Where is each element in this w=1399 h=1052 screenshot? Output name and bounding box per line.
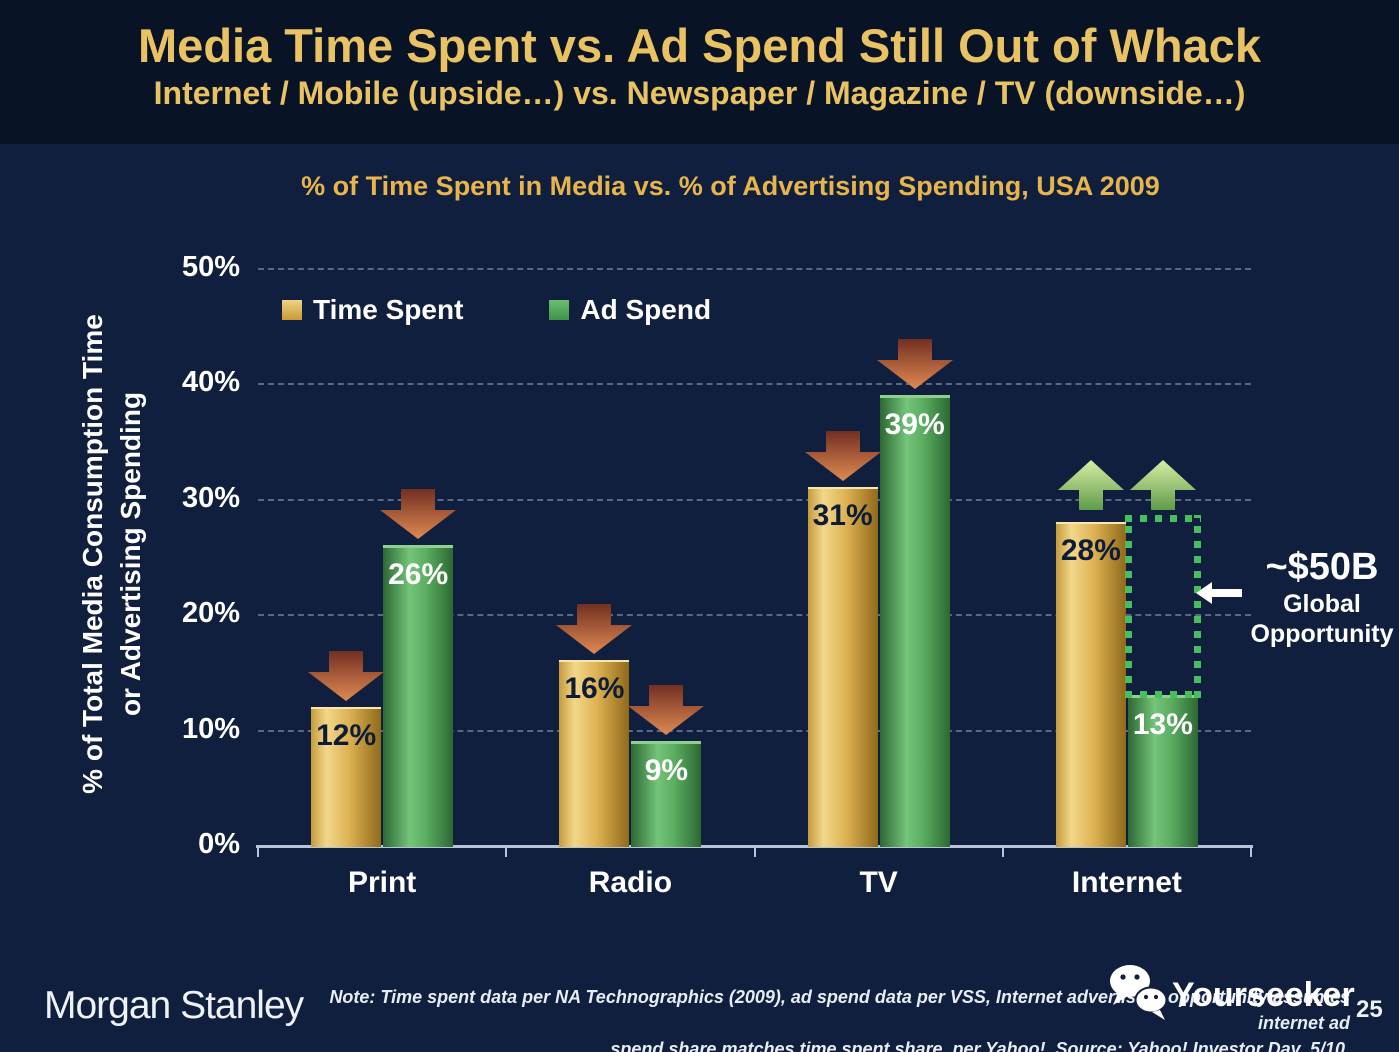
bar-value-label: 31% (812, 499, 873, 533)
bar-value-label: 28% (1060, 533, 1121, 567)
x-axis-tick (257, 845, 259, 857)
legend-item-time-spent: Time Spent (282, 294, 463, 326)
bar-tv-time-spent: 31% (807, 487, 878, 847)
bar-value-label: 12% (316, 718, 377, 752)
bar-value-label: 16% (564, 672, 625, 706)
bar-internet-time-spent: 28% (1055, 521, 1126, 847)
legend-swatch-time-spent-icon (282, 300, 302, 320)
callout-value: ~$50B (1265, 546, 1379, 588)
legend-item-ad-spend: Ad Spend (549, 294, 711, 326)
opportunity-callout: ~$50B Global Opportunity (1196, 546, 1396, 649)
gridline-20 (258, 614, 1251, 617)
source-note-line1: Note: Time spent data per NA Technograph… (329, 987, 1350, 1033)
x-axis-tick (505, 845, 508, 857)
gridline-50 (258, 268, 1251, 270)
bar-value-label: 39% (884, 407, 945, 441)
callout-text: ~$50B Global Opportunity (1248, 546, 1396, 649)
down-arrow-icon (308, 650, 385, 701)
y-tick-label-40: 40% (181, 366, 240, 399)
chart-title: % of Time Spent in Media vs. % of Advert… (301, 171, 1160, 201)
legend-label-time-spent: Time Spent (313, 294, 464, 325)
y-tick-label-0: 0% (198, 828, 240, 860)
y-tick-label-50: 50% (181, 251, 240, 283)
x-axis-tick (753, 845, 756, 857)
left-arrow-icon (1196, 580, 1242, 611)
down-arrow-icon (876, 338, 953, 389)
page-number: 25 (1356, 996, 1383, 1023)
bar-internet-ad-spend: 13% (1127, 694, 1198, 847)
down-arrow-icon (804, 431, 881, 482)
bar-value-label: 26% (388, 557, 449, 591)
opportunity-box (1124, 514, 1201, 698)
bar-tv-ad-spend: 39% (879, 394, 950, 847)
y-tick-label-30: 30% (181, 481, 240, 514)
legend-label-ad-spend: Ad Spend (580, 294, 712, 325)
wechat-icon (1106, 964, 1172, 1027)
up-arrow-icon (1057, 459, 1124, 510)
bar-value-label: 9% (644, 754, 689, 788)
source-note-line2: spend share matches time spent share, pe… (610, 1039, 1350, 1052)
bar-radio-time-spent: 16% (559, 660, 630, 847)
y-axis-title-line2: or Advertising Spending (115, 391, 146, 717)
bar-value-label: 13% (1132, 707, 1193, 741)
up-arrow-icon (1129, 459, 1196, 510)
down-arrow-icon (380, 488, 457, 539)
chart-legend: Time Spent Ad Spend (282, 294, 711, 326)
category-label-print: Print (347, 866, 417, 899)
callout-line1: Global (1283, 590, 1361, 618)
bar-print-ad-spend: 26% (383, 544, 454, 847)
category-label-radio: Radio (588, 866, 673, 899)
page-title: Media Time Spent vs. Ad Spend Still Out … (138, 19, 1261, 72)
category-label-internet: Internet (1071, 866, 1182, 899)
x-axis-tick (1001, 845, 1004, 857)
y-tick-label-20: 20% (181, 597, 240, 630)
category-label-tv: TV (859, 866, 898, 899)
callout-line2: Opportunity (1250, 620, 1394, 648)
watermark-brand: Yourseeker (1172, 976, 1355, 1014)
y-tick-label-10: 10% (181, 712, 240, 745)
bar-print-time-spent: 12% (311, 706, 382, 847)
source-note: Note: Time spent data per NA Technograph… (310, 984, 1350, 1052)
legend-swatch-ad-spend-icon (549, 300, 570, 320)
bar-radio-ad-spend: 9% (631, 741, 702, 847)
morgan-stanley-logo: Morgan Stanley (44, 984, 304, 1027)
page-subtitle: Internet / Mobile (upside…) vs. Newspape… (153, 75, 1246, 111)
gridline-40 (258, 383, 1251, 386)
down-arrow-icon (556, 604, 633, 655)
gridline-10 (258, 729, 1251, 732)
slide-header: Media Time Spent vs. Ad Spend Still Out … (0, 0, 1399, 144)
watermark: Yourseeker (1106, 964, 1355, 1027)
x-axis-tick (1250, 845, 1252, 857)
gridline-30 (258, 498, 1251, 501)
y-axis-title: % of Total Media Consumption Time or Adv… (74, 244, 154, 864)
down-arrow-icon (628, 685, 705, 736)
y-axis-title-line1: % of Total Media Consumption Time (77, 314, 108, 794)
